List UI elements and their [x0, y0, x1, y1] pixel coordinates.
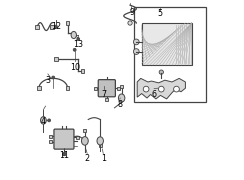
Circle shape: [73, 48, 76, 51]
Text: 4: 4: [41, 117, 46, 126]
Polygon shape: [50, 25, 54, 29]
Ellipse shape: [118, 94, 125, 102]
Polygon shape: [62, 152, 65, 155]
Text: 5: 5: [157, 9, 162, 18]
Circle shape: [62, 153, 65, 156]
Polygon shape: [35, 25, 39, 29]
Text: 12: 12: [51, 22, 61, 31]
Text: 1: 1: [101, 154, 106, 163]
FancyBboxPatch shape: [98, 80, 115, 97]
Polygon shape: [99, 143, 102, 147]
Ellipse shape: [41, 117, 46, 124]
Circle shape: [133, 49, 139, 54]
Ellipse shape: [71, 31, 76, 39]
Polygon shape: [83, 129, 86, 132]
Circle shape: [143, 86, 149, 92]
Polygon shape: [54, 57, 58, 60]
Circle shape: [104, 85, 110, 91]
Polygon shape: [117, 87, 120, 90]
Polygon shape: [37, 86, 41, 90]
Polygon shape: [66, 86, 70, 90]
Text: 3: 3: [45, 76, 50, 85]
Text: 9: 9: [129, 8, 134, 17]
FancyBboxPatch shape: [54, 129, 74, 149]
Polygon shape: [49, 140, 52, 143]
Ellipse shape: [81, 137, 88, 145]
Ellipse shape: [97, 137, 103, 145]
Text: 10: 10: [70, 63, 80, 72]
Polygon shape: [105, 98, 108, 101]
Text: 8: 8: [117, 100, 122, 109]
Polygon shape: [76, 136, 79, 139]
Text: 2: 2: [85, 154, 90, 163]
Circle shape: [60, 136, 68, 143]
Circle shape: [48, 119, 51, 122]
Polygon shape: [120, 85, 123, 88]
Circle shape: [174, 86, 179, 92]
Text: 6: 6: [152, 90, 157, 99]
Circle shape: [128, 21, 132, 25]
Text: 7: 7: [102, 90, 107, 99]
Polygon shape: [81, 69, 84, 73]
Text: 13: 13: [73, 40, 83, 49]
Circle shape: [159, 70, 163, 74]
Polygon shape: [66, 21, 70, 25]
Circle shape: [52, 76, 55, 79]
Bar: [134, 7, 206, 102]
Circle shape: [133, 39, 139, 45]
Circle shape: [77, 38, 80, 40]
Polygon shape: [137, 78, 185, 99]
Circle shape: [54, 25, 57, 28]
Circle shape: [158, 86, 164, 92]
Bar: [142, 23, 192, 65]
Text: 11: 11: [59, 151, 69, 160]
Polygon shape: [49, 135, 52, 138]
Polygon shape: [94, 87, 97, 90]
